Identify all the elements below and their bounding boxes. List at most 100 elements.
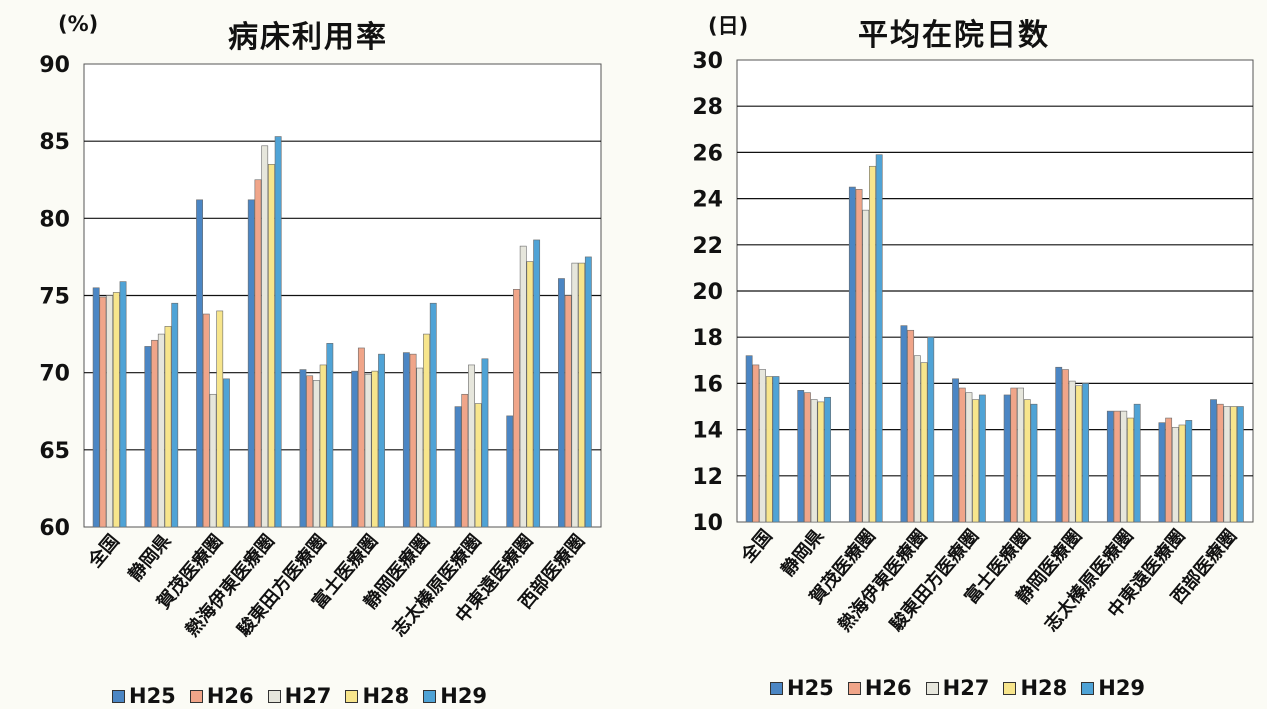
legend-item: H28 bbox=[345, 684, 409, 708]
bar bbox=[1023, 399, 1031, 523]
bar bbox=[106, 295, 114, 528]
bar bbox=[1210, 399, 1217, 523]
bar bbox=[468, 364, 475, 528]
x-tick-label: 全国 bbox=[736, 525, 777, 567]
bar bbox=[99, 296, 107, 528]
bar bbox=[907, 329, 915, 523]
bar bbox=[1216, 403, 1224, 523]
bar bbox=[274, 136, 282, 528]
bar bbox=[196, 199, 203, 528]
y-unit-label: (%) bbox=[58, 12, 99, 36]
legend-label: H26 bbox=[864, 676, 912, 700]
bar bbox=[578, 262, 586, 528]
legend-item: H26 bbox=[189, 684, 254, 708]
bar bbox=[1236, 406, 1244, 523]
y-tick-label: 75 bbox=[39, 285, 70, 310]
y-tick-label: 12 bbox=[692, 465, 723, 490]
y-tick-label: 16 bbox=[692, 372, 723, 397]
bar bbox=[759, 369, 766, 523]
legend-swatch bbox=[423, 689, 437, 703]
bar bbox=[416, 367, 424, 528]
bar bbox=[261, 145, 269, 528]
bar bbox=[371, 370, 379, 528]
bar bbox=[913, 355, 921, 523]
bar bbox=[533, 239, 541, 528]
bar bbox=[965, 392, 973, 523]
legend-swatch bbox=[345, 689, 359, 703]
legend-label: H29 bbox=[440, 684, 488, 708]
y-tick-label: 90 bbox=[39, 53, 70, 78]
bar bbox=[409, 353, 417, 528]
bar bbox=[1082, 383, 1089, 523]
bar bbox=[920, 362, 928, 523]
legend-item: H26 bbox=[847, 676, 912, 700]
bar bbox=[810, 399, 818, 523]
bar bbox=[513, 289, 520, 528]
bar bbox=[952, 378, 959, 523]
y-tick-label: 18 bbox=[692, 326, 723, 351]
legend-swatch bbox=[925, 681, 939, 695]
y-tick-label: 24 bbox=[692, 188, 723, 213]
y-unit-label: (日) bbox=[708, 14, 749, 38]
bar bbox=[481, 358, 489, 528]
bar bbox=[119, 281, 127, 528]
bar bbox=[1230, 406, 1238, 523]
x-tick-label: 熱海伊東医療圏 bbox=[834, 525, 932, 636]
y-tick-label: 26 bbox=[692, 141, 723, 166]
y-tick-label: 80 bbox=[39, 207, 70, 232]
bar bbox=[202, 313, 210, 528]
bar bbox=[268, 164, 275, 528]
bar bbox=[454, 406, 462, 528]
legend-item: H25 bbox=[770, 676, 834, 700]
bar bbox=[461, 393, 469, 528]
bar bbox=[824, 396, 831, 523]
x-tick-label: 静岡県 bbox=[124, 530, 176, 586]
bar bbox=[571, 262, 579, 528]
bar bbox=[357, 347, 365, 528]
bar bbox=[112, 292, 120, 528]
bar bbox=[1068, 380, 1076, 523]
bar bbox=[92, 287, 100, 528]
y-tick-label: 85 bbox=[39, 130, 70, 155]
legend-swatch bbox=[1081, 681, 1095, 695]
bar bbox=[151, 339, 158, 528]
bar bbox=[772, 376, 780, 523]
bar bbox=[164, 326, 172, 528]
bar bbox=[558, 278, 565, 528]
bar bbox=[171, 302, 179, 528]
bar bbox=[519, 245, 527, 528]
legend-item: H27 bbox=[925, 676, 989, 700]
bar bbox=[1223, 406, 1231, 523]
y-tick-label: 14 bbox=[692, 419, 723, 444]
x-tick-label: 駿東田方医療圏 bbox=[233, 530, 331, 641]
bar bbox=[1003, 394, 1011, 523]
y-tick-label: 10 bbox=[692, 511, 723, 536]
bar bbox=[429, 302, 437, 528]
bar bbox=[319, 364, 327, 528]
bar bbox=[855, 189, 863, 523]
bar bbox=[1120, 410, 1128, 523]
bar bbox=[584, 256, 592, 528]
bar bbox=[900, 325, 908, 523]
y-tick-label: 60 bbox=[39, 516, 70, 541]
bar bbox=[1010, 387, 1018, 523]
legend-label: H28 bbox=[362, 684, 410, 708]
legend-label: H25 bbox=[129, 684, 176, 708]
bar bbox=[804, 392, 811, 523]
bar bbox=[474, 403, 482, 528]
bar bbox=[423, 333, 430, 528]
bar bbox=[869, 165, 876, 523]
legend-item: H27 bbox=[267, 684, 331, 708]
bar bbox=[1062, 369, 1069, 523]
bar bbox=[247, 199, 255, 528]
legend-swatch bbox=[1003, 681, 1017, 695]
legend-swatch bbox=[112, 689, 125, 703]
bar bbox=[1185, 420, 1193, 523]
legend-item: H25 bbox=[112, 684, 176, 708]
bar bbox=[351, 370, 359, 528]
chart-title: 病床利用率 bbox=[228, 20, 388, 55]
legend-item: H29 bbox=[1081, 676, 1145, 700]
legend-item: H28 bbox=[1003, 676, 1067, 700]
y-tick-label: 65 bbox=[39, 439, 70, 464]
